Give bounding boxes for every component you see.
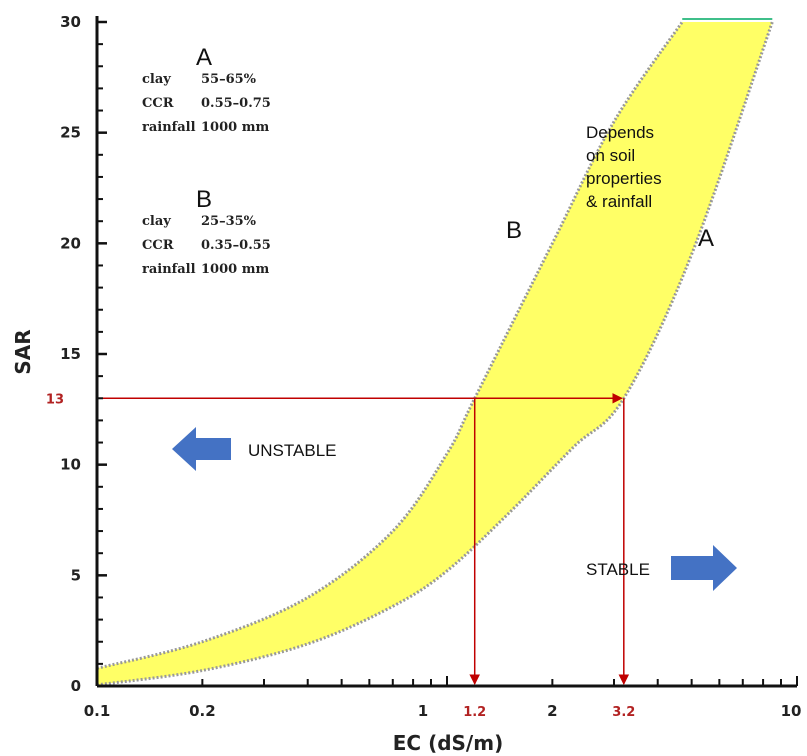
legend-row-key: clay	[142, 214, 171, 229]
legend-row-key: CCR	[142, 96, 174, 111]
x-tick-label: 10	[781, 702, 802, 720]
unstable-label: UNSTABLE	[248, 441, 337, 460]
curve-b	[96, 21, 684, 670]
stability-band-layer	[96, 18, 774, 687]
y-axis-title: SAR	[11, 329, 35, 374]
region-note-line: Depends	[586, 123, 654, 142]
curve-a-label: A	[698, 225, 714, 252]
y-tick-label: 15	[60, 345, 81, 363]
y-tick-label: 0	[71, 677, 81, 695]
legend-block-title: A	[196, 44, 212, 71]
x-tick-label: 0.1	[84, 702, 111, 720]
stability-band-fill	[97, 22, 773, 685]
legend-row-value: 1000 mm	[201, 262, 269, 277]
legend-row-key: CCR	[142, 238, 174, 253]
ec-b-label: 1.2	[463, 705, 486, 720]
guide-lines-layer: 13 1.2 3.2	[46, 392, 635, 720]
x-tick-label: 0.2	[189, 702, 216, 720]
stable-label: STABLE	[586, 560, 650, 579]
y-tick-label: 20	[60, 234, 81, 252]
x-tick-label: 2	[547, 702, 557, 720]
legend-row-value: 0.55–0.75	[201, 96, 271, 111]
ec-a-label: 3.2	[612, 705, 635, 720]
legend-row-key: clay	[142, 72, 171, 87]
legend-row-value: 0.35–0.55	[201, 238, 271, 253]
x-tick-label: 1	[418, 702, 428, 720]
curve-b-label: B	[506, 217, 522, 244]
stable-arrow	[671, 545, 737, 591]
unstable-arrow	[172, 427, 231, 471]
x-axis-title: EC (dS/m)	[393, 731, 503, 755]
legend-block-title: B	[196, 186, 212, 213]
legend-row-key: rainfall	[142, 120, 196, 135]
region-note-line: & rainfall	[586, 192, 652, 211]
legend-row-value: 1000 mm	[201, 120, 269, 135]
region-note-line: on soil	[586, 146, 635, 165]
sar-13-label: 13	[46, 392, 64, 407]
y-tick-label: 5	[71, 566, 81, 584]
y-tick-label: 25	[60, 124, 81, 142]
legend-row-key: rainfall	[142, 262, 196, 277]
legend-row-value: 55–65%	[201, 72, 257, 87]
axes-layer: 0 5 10 15 20 25 30 0.1 0.2 1 2 10 EC (dS/m) SAR	[11, 13, 801, 755]
y-tick-label: 10	[60, 456, 81, 474]
curve-a	[96, 21, 774, 687]
arrows-layer	[172, 427, 737, 591]
legend-row-value: 25–35%	[201, 214, 257, 229]
y-tick-label: 30	[60, 13, 81, 31]
region-note-line: properties	[586, 169, 662, 188]
